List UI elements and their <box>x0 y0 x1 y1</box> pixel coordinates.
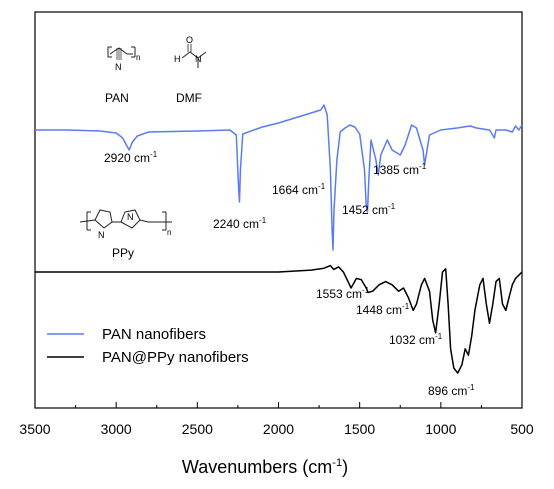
dmf-atom-n: N <box>195 54 202 64</box>
x-tick-label: 3500 <box>19 421 50 437</box>
annot-2240: 2240 cm-1 <box>213 216 267 231</box>
annot-1385: 1385 cm-1 <box>373 162 427 177</box>
series-line-0 <box>35 104 523 251</box>
dmf-atom-o: O <box>186 35 193 45</box>
pan-structure-n-sub: n <box>136 53 140 62</box>
dmf-structure <box>181 44 207 68</box>
annot-1452: 1452 cm-1 <box>342 202 396 217</box>
annot-1032: 1032 cm-1 <box>389 332 443 347</box>
annot-2920: 2920 cm-1 <box>104 150 158 165</box>
x-tick-label: 500 <box>510 421 534 437</box>
legend-label-pan-ppy: PAN@PPy nanofibers <box>102 349 249 366</box>
pan-label: PAN <box>105 91 129 105</box>
x-axis-title-unit: cm <box>308 457 332 477</box>
ppy-n-sub: n <box>167 228 171 237</box>
x-axis-title-text: Wavenumbers <box>182 457 297 477</box>
x-tick-label: 2000 <box>263 421 294 437</box>
x-axis-title: Wavenumbers (cm-1) <box>182 457 348 477</box>
legend-label-pan: PAN nanofibers <box>102 326 206 343</box>
x-tick-label: 1500 <box>344 421 375 437</box>
annot-1553: 1553 cm-1 <box>316 286 370 301</box>
ppy-nh-left: N <box>98 230 105 240</box>
x-tick-label: 2500 <box>182 421 213 437</box>
peak-annotations: 2920 cm-1 2240 cm-1 1664 cm-1 1452 cm-1 … <box>104 150 475 398</box>
annot-896: 896 cm-1 <box>428 383 475 398</box>
ppy-structure <box>79 209 172 231</box>
x-axis-title-unit-exp: -1 <box>332 457 342 469</box>
series-line-1 <box>35 264 523 374</box>
series-layer <box>35 104 523 374</box>
ppy-nh-right: N <box>127 212 134 222</box>
legend: PAN nanofibers PAN@PPy nanofibers <box>47 326 249 366</box>
annot-1664: 1664 cm-1 <box>272 182 326 197</box>
x-tick-label: 1000 <box>425 421 456 437</box>
x-axis-ticks: 3500 3000 2500 2000 1500 1000 500 <box>19 402 534 437</box>
pan-structure <box>107 46 136 60</box>
x-tick-label: 3000 <box>101 421 132 437</box>
ppy-label: PPy <box>112 246 134 260</box>
annot-1448: 1448 cm-1 <box>356 302 410 317</box>
dmf-atom-h: H <box>174 54 181 64</box>
pan-structure-atom-n: N <box>115 62 122 72</box>
dmf-label: DMF <box>176 91 202 105</box>
